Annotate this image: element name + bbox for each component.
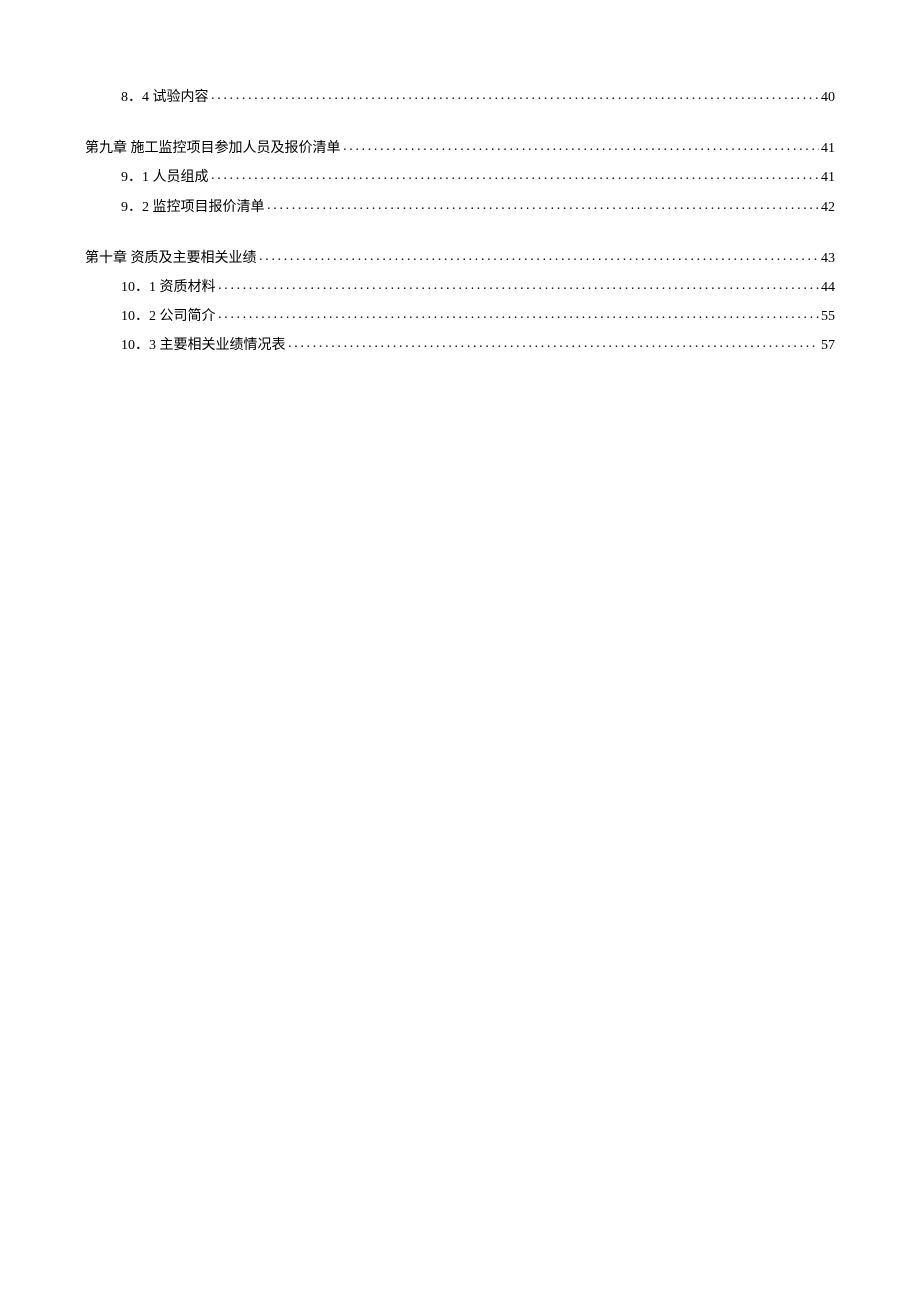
toc-page-number: 43	[821, 246, 835, 271]
toc-entry: 9．1 人员组成 41	[85, 165, 835, 190]
toc-leader-dots	[218, 277, 820, 291]
toc-label: 10．2 公司简介	[121, 304, 216, 329]
toc-page-number: 44	[821, 275, 835, 300]
toc-entry-chapter: 第十章 资质及主要相关业绩 43	[85, 246, 835, 271]
toc-page-number: 55	[821, 304, 835, 329]
toc-leader-dots	[259, 248, 820, 262]
toc-page-number: 41	[821, 165, 835, 190]
toc-page-number: 40	[821, 85, 835, 110]
toc-leader-dots	[211, 167, 820, 181]
toc-entry: 9．2 监控项目报价清单 42	[85, 195, 835, 220]
toc-leader-dots	[343, 138, 820, 152]
toc-entry-chapter: 第九章 施工监控项目参加人员及报价清单 41	[85, 136, 835, 161]
toc-leader-dots	[218, 306, 820, 320]
toc-entry: 10．1 资质材料 44	[85, 275, 835, 300]
toc-label: 9．1 人员组成	[121, 165, 209, 190]
toc-label: 10．1 资质材料	[121, 275, 216, 300]
toc-container: 8．4 试验内容 40 第九章 施工监控项目参加人员及报价清单 41 9．1 人…	[85, 85, 835, 359]
toc-entry: 8．4 试验内容 40	[85, 85, 835, 110]
toc-label: 第九章 施工监控项目参加人员及报价清单	[85, 136, 341, 161]
toc-page-number: 41	[821, 136, 835, 161]
toc-entry: 10．2 公司简介 55	[85, 304, 835, 329]
toc-label: 8．4 试验内容	[121, 85, 209, 110]
toc-leader-dots	[288, 335, 820, 349]
toc-page-number: 57	[821, 333, 835, 358]
toc-label: 第十章 资质及主要相关业绩	[85, 246, 257, 271]
toc-leader-dots	[211, 87, 820, 101]
toc-label: 10．3 主要相关业绩情况表	[121, 333, 286, 358]
toc-leader-dots	[267, 197, 820, 211]
toc-entry: 10．3 主要相关业绩情况表 57	[85, 333, 835, 358]
toc-label: 9．2 监控项目报价清单	[121, 195, 265, 220]
toc-page-number: 42	[821, 195, 835, 220]
